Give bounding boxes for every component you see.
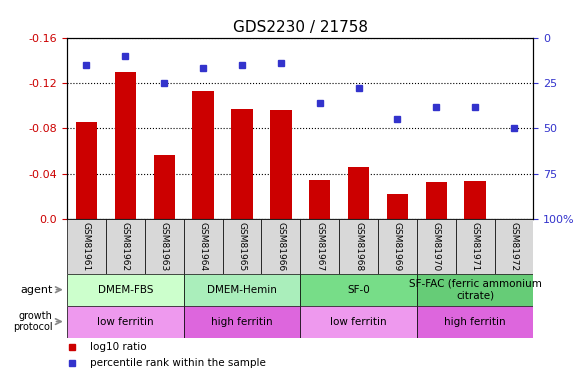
FancyBboxPatch shape [67,306,184,338]
FancyBboxPatch shape [67,219,106,274]
FancyBboxPatch shape [67,274,184,306]
Text: SF-FAC (ferric ammonium
citrate): SF-FAC (ferric ammonium citrate) [409,279,542,300]
FancyBboxPatch shape [300,219,339,274]
Bar [465,181,486,219]
FancyBboxPatch shape [494,219,533,274]
Text: percentile rank within the sample: percentile rank within the sample [90,358,266,368]
FancyBboxPatch shape [106,219,145,274]
Bar [348,167,369,219]
Text: GSM81972: GSM81972 [510,222,518,271]
FancyBboxPatch shape [300,306,417,338]
FancyBboxPatch shape [184,274,300,306]
Text: GSM81969: GSM81969 [393,222,402,272]
Bar [192,91,214,219]
FancyBboxPatch shape [456,219,494,274]
Text: SF-0: SF-0 [347,285,370,295]
FancyBboxPatch shape [223,219,261,274]
Bar [387,194,408,219]
FancyBboxPatch shape [417,219,456,274]
Bar [426,182,447,219]
Text: high ferritin: high ferritin [444,316,506,327]
Bar [270,110,292,219]
FancyBboxPatch shape [378,219,417,274]
FancyBboxPatch shape [184,219,223,274]
Title: GDS2230 / 21758: GDS2230 / 21758 [233,20,368,35]
Text: GSM81971: GSM81971 [470,222,480,272]
Bar [76,122,97,219]
Text: GSM81961: GSM81961 [82,222,91,272]
Text: log10 ratio: log10 ratio [90,342,147,352]
FancyBboxPatch shape [300,274,417,306]
Bar [231,109,252,219]
FancyBboxPatch shape [417,306,533,338]
Text: GSM81970: GSM81970 [432,222,441,272]
FancyBboxPatch shape [261,219,300,274]
Text: GSM81967: GSM81967 [315,222,324,272]
Text: GSM81962: GSM81962 [121,222,130,271]
Text: growth
protocol: growth protocol [13,311,52,332]
Text: agent: agent [20,285,52,295]
Text: high ferritin: high ferritin [211,316,273,327]
Text: GSM81966: GSM81966 [276,222,285,272]
Text: DMEM-FBS: DMEM-FBS [97,285,153,295]
Bar [115,72,136,219]
Text: DMEM-Hemin: DMEM-Hemin [207,285,277,295]
Text: low ferritin: low ferritin [330,316,387,327]
Text: GSM81964: GSM81964 [199,222,208,271]
FancyBboxPatch shape [184,306,300,338]
FancyBboxPatch shape [417,274,533,306]
Text: GSM81968: GSM81968 [354,222,363,272]
Text: GSM81965: GSM81965 [237,222,247,272]
FancyBboxPatch shape [339,219,378,274]
FancyBboxPatch shape [145,219,184,274]
Text: GSM81963: GSM81963 [160,222,168,272]
Bar [309,180,331,219]
Bar [153,154,175,219]
Text: low ferritin: low ferritin [97,316,154,327]
